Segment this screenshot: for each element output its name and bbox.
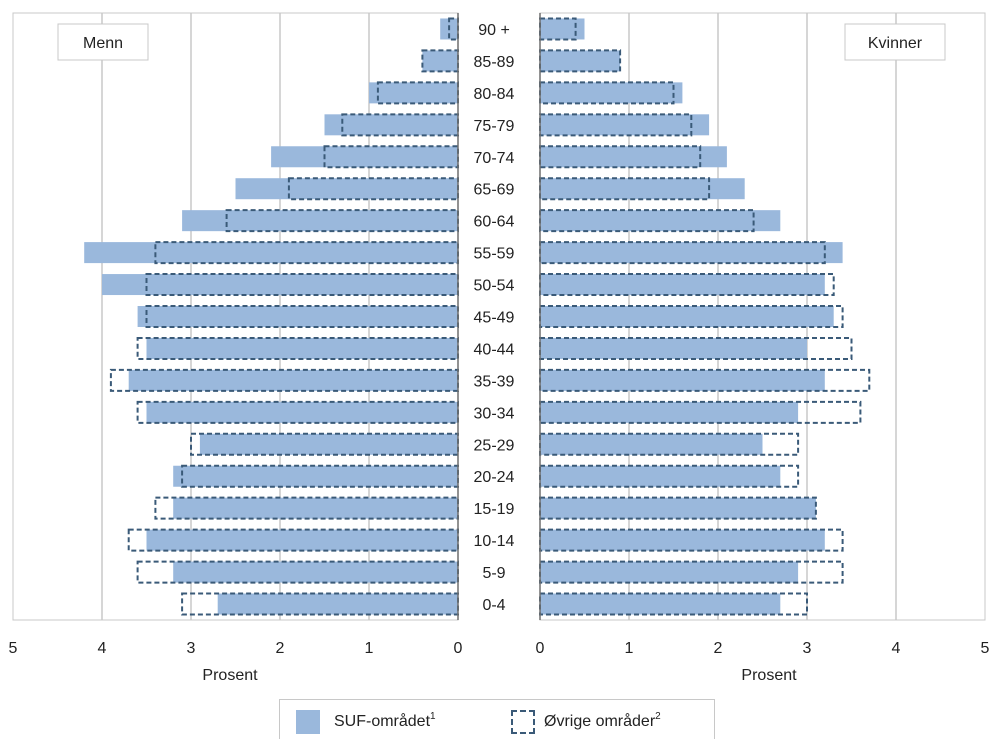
menn-bar-suf — [173, 465, 458, 487]
menn-bar-suf — [84, 242, 458, 264]
left-tick-label: 3 — [187, 640, 196, 657]
right-tick-label: 4 — [892, 640, 901, 657]
age-group-label: 50-54 — [474, 278, 515, 295]
kvinner-bar-ovrige — [539, 336, 853, 360]
kvinner-bar-suf — [540, 210, 781, 232]
age-group-label: 10-14 — [474, 533, 515, 550]
menn-bar-suf — [102, 274, 458, 296]
kvinner-bar-ovrige — [539, 49, 622, 73]
left-tick-label: 1 — [365, 640, 374, 657]
menn-bar-suf — [369, 82, 458, 104]
kvinner-bar-suf — [540, 146, 727, 168]
menn-bar-suf — [146, 337, 458, 359]
kvinner-bar-suf — [540, 529, 825, 551]
age-group-label: 45-49 — [474, 310, 515, 327]
menn-bar-suf — [422, 50, 458, 72]
age-group-label: 25-29 — [474, 437, 515, 454]
kvinner-bar-suf — [540, 82, 683, 104]
legend-swatch-ovrige — [511, 710, 535, 734]
right-tick-label: 5 — [981, 640, 990, 657]
kvinner-bar-suf — [540, 465, 781, 487]
menn-bar-suf — [128, 369, 458, 391]
left-tick-label: 5 — [9, 640, 18, 657]
menn-bar-suf — [217, 593, 458, 615]
age-group-label: 65-69 — [474, 182, 515, 199]
age-group-label: 55-59 — [474, 246, 515, 263]
kvinner-bar-suf — [540, 178, 745, 200]
kvinner-bar-suf — [540, 306, 834, 327]
kvinner-title: Kvinner — [868, 35, 923, 52]
age-group-label: 70-74 — [474, 150, 515, 167]
right-tick-label: 3 — [803, 640, 812, 657]
age-group-label: 90 + — [478, 22, 510, 39]
kvinner-bar-ovrige — [539, 17, 577, 41]
age-group-label: 5-9 — [482, 565, 505, 582]
kvinner-bar-suf — [540, 18, 585, 40]
age-group-label: 60-64 — [474, 214, 515, 231]
left-tick-label: 2 — [276, 640, 285, 657]
kvinner-bar-suf — [540, 593, 781, 615]
menn-bar-suf — [173, 561, 458, 583]
left-axis-title: Prosent — [202, 667, 258, 684]
age-group-label: 85-89 — [474, 54, 515, 71]
menn-bar-suf — [182, 210, 458, 232]
kvinner-bar-suf — [540, 497, 816, 519]
legend-label-ovrige: Øvrige områder2 — [544, 711, 661, 730]
age-group-label: 0-4 — [482, 597, 505, 614]
kvinner-bar-suf — [540, 50, 621, 72]
kvinner-bar-ovrige — [539, 145, 702, 169]
right-tick-label: 2 — [714, 640, 723, 657]
menn-bar-suf — [235, 178, 458, 200]
menn-bar-suf — [324, 114, 458, 136]
kvinner-bar-suf — [540, 274, 825, 296]
kvinner-bar-ovrige — [539, 496, 817, 520]
menn-bar-suf — [199, 433, 458, 455]
menn-bar-suf — [146, 529, 458, 551]
age-group-label: 30-34 — [474, 405, 515, 422]
kvinner-bar-ovrige — [539, 113, 693, 137]
right-axis-title: Prosent — [741, 667, 797, 684]
kvinner-bar-suf — [540, 401, 799, 423]
age-group-label: 40-44 — [474, 341, 515, 358]
menn-bar-ovrige — [181, 592, 459, 616]
menn-bar-suf — [146, 401, 458, 423]
menn-bar-ovrige — [421, 49, 459, 73]
left-tick-label: 4 — [98, 640, 107, 657]
legend-swatch-suf — [296, 710, 320, 734]
legend-label-suf: SUF-området1 — [334, 711, 436, 730]
menn-title-box — [57, 23, 149, 61]
menn-bar-suf — [173, 497, 458, 519]
age-group-label: 75-79 — [474, 118, 515, 135]
right-tick-label: 1 — [625, 640, 634, 657]
kvinner-bar-suf — [540, 114, 710, 136]
age-group-label: 80-84 — [474, 86, 515, 103]
age-group-label: 20-24 — [474, 469, 515, 486]
left-tick-label: 0 — [454, 640, 463, 657]
kvinner-bar-suf — [540, 242, 843, 264]
menn-bar-suf — [271, 146, 458, 168]
kvinner-bar-suf — [540, 337, 807, 359]
kvinner-bar-suf — [540, 433, 763, 455]
menn-title: Menn — [83, 35, 123, 52]
menn-bar-suf — [137, 306, 458, 327]
menn-bar-ovrige — [341, 113, 459, 137]
menn-bar-ovrige — [181, 464, 459, 488]
right-tick-label: 0 — [536, 640, 545, 657]
legend: SUF-området1 Øvrige områder2 — [279, 699, 715, 739]
age-group-label: 35-39 — [474, 373, 515, 390]
kvinner-bar-suf — [540, 561, 799, 583]
kvinner-title-box — [844, 23, 946, 61]
age-group-label: 15-19 — [474, 501, 515, 518]
kvinner-bar-suf — [540, 369, 825, 391]
